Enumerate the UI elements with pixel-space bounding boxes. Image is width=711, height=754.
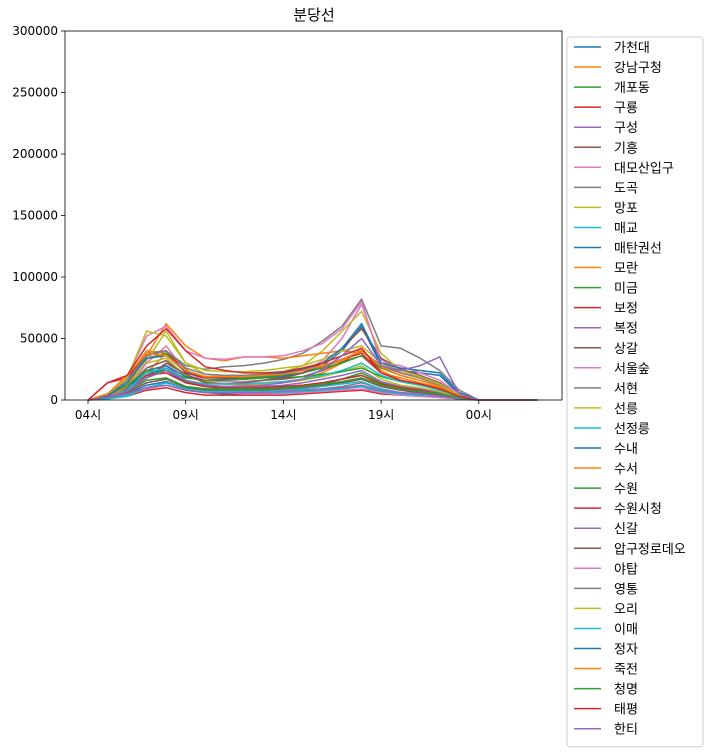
y-tick-label: 300000 — [12, 24, 58, 38]
legend-label: 매교 — [614, 221, 638, 236]
x-tick-label: 09시 — [173, 408, 199, 422]
legend-label: 기흥 — [614, 141, 638, 156]
legend-label: 미금 — [614, 282, 638, 297]
axes-frame — [64, 30, 563, 401]
legend-box — [566, 36, 704, 748]
y-tick-label: 100000 — [12, 270, 58, 284]
legend-label: 대모산입구 — [614, 161, 674, 176]
legend-label: 수원시청 — [614, 502, 662, 517]
legend-label: 이매 — [614, 622, 638, 637]
legend-label: 구성 — [614, 121, 638, 136]
legend-label: 개포동 — [614, 81, 650, 96]
x-tick-label: 14시 — [270, 408, 296, 422]
series-line — [87, 384, 538, 401]
legend-label: 선정릉 — [614, 422, 650, 437]
series-line — [87, 330, 538, 401]
legend-label: 야탑 — [614, 562, 638, 577]
legend-label: 압구정로데오 — [614, 542, 686, 557]
legend-label: 청명 — [614, 683, 638, 698]
series-line — [87, 337, 538, 401]
legend: 가천대강남구청개포동구룡구성기흥대모산입구도곡망포매교매탄권선모란미금보정복정상… — [566, 36, 704, 748]
legend-label: 서울숲 — [614, 362, 650, 377]
legend-label: 오리 — [614, 602, 638, 617]
legend-label: 영통 — [614, 582, 638, 597]
legend-label: 수원 — [614, 482, 638, 497]
legend-label: 선릉 — [614, 402, 638, 417]
legend-label: 보정 — [614, 302, 638, 317]
legend-label: 태평 — [614, 703, 638, 718]
y-tick-label: 200000 — [12, 147, 58, 161]
y-tick-label: 0 — [50, 393, 58, 407]
legend-label: 상갈 — [614, 342, 638, 357]
legend-label: 모란 — [614, 262, 638, 277]
legend-label: 한티 — [614, 723, 638, 738]
legend-label: 정자 — [614, 643, 638, 658]
y-tick-label: 250000 — [12, 86, 58, 100]
x-tick-label: 00시 — [466, 408, 492, 422]
chart-title: 분당선 — [293, 6, 334, 24]
legend-label: 수서 — [614, 462, 638, 477]
legend-label: 서현 — [614, 382, 638, 397]
legend-label: 망포 — [614, 201, 638, 216]
legend-label: 죽전 — [614, 663, 638, 678]
legend-label: 도곡 — [614, 181, 638, 196]
legend-label: 구룡 — [614, 101, 638, 116]
x-tick-label: 19시 — [368, 408, 394, 422]
y-tick-label: 50000 — [20, 332, 58, 346]
series-line — [87, 377, 538, 401]
legend-label: 수내 — [614, 442, 638, 457]
legend-label: 매탄권선 — [614, 242, 662, 257]
legend-label: 강남구청 — [614, 61, 662, 76]
legend-label: 복정 — [614, 322, 638, 337]
x-tick-label: 04시 — [75, 408, 101, 422]
legend-label: 신갈 — [614, 522, 638, 537]
plot-area: 0 50000 100000 150000 200000 250000 300000 04시 0… — [12, 24, 563, 422]
legend-label: 가천대 — [614, 41, 650, 56]
series-line — [87, 327, 538, 401]
y-tick-label: 150000 — [12, 209, 58, 223]
